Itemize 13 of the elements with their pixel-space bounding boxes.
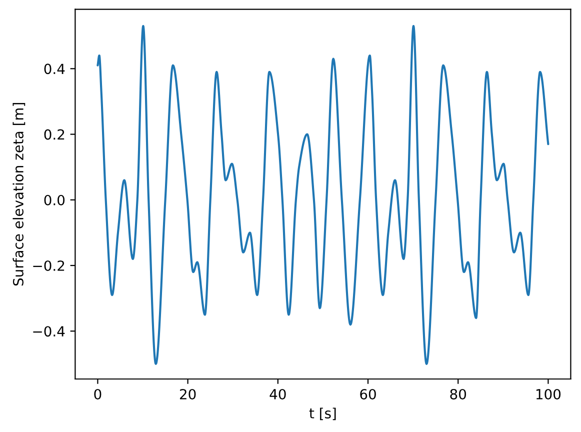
x-tick-label: 60 — [360, 388, 376, 400]
y-tick-label: 0.0 — [44, 194, 65, 206]
x-tick-label: 20 — [180, 388, 196, 400]
x-tick-label: 80 — [450, 388, 466, 400]
y-tick-label: −0.2 — [33, 260, 64, 271]
x-tick-label: 0 — [94, 388, 102, 400]
x-tick-label: 40 — [270, 388, 286, 400]
x-axis-title: t [s] — [309, 408, 336, 420]
y-tick-label: 0.2 — [44, 129, 64, 140]
y-tick-label: 0.4 — [44, 64, 65, 74]
y-axis-title: Surface elevation zeta [m] — [12, 103, 26, 286]
x-tick-label: 100 — [536, 388, 561, 400]
y-tick-label: −0.4 — [33, 326, 65, 337]
